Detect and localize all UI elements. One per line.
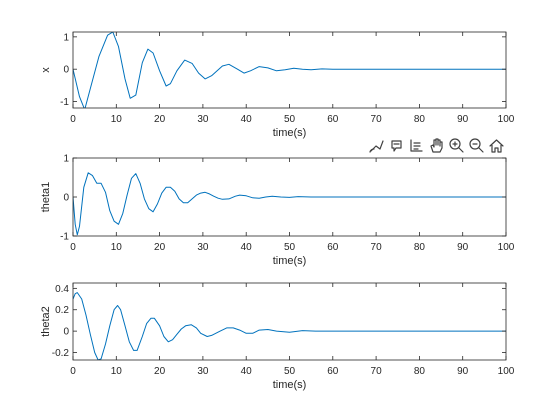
x-tick-label: 0 <box>70 242 76 253</box>
axes-theta1[interactable]: 0 10 20 30 40 50 60 70 80 90 100-101 time(s) theta… <box>40 154 515 268</box>
x-tick-label: 80 <box>414 242 426 253</box>
series-layer-theta1 <box>73 172 506 236</box>
x-tick-label: 100 <box>498 366 515 377</box>
y-tick-label: 0 <box>63 327 69 338</box>
x-tick-label: 20 <box>154 366 166 377</box>
x-tick-label: 100 <box>498 114 515 125</box>
y-tick-label: -1 <box>60 97 69 108</box>
x-tick-label: 10 <box>111 114 123 125</box>
x-tick-label: 90 <box>457 242 469 253</box>
x-tick-label: 40 <box>241 114 253 125</box>
axes-toolbar <box>368 137 505 154</box>
home-icon[interactable] <box>488 137 505 154</box>
x-tick-label: 60 <box>327 114 339 125</box>
x-tick-label: 80 <box>414 114 426 125</box>
y-tick-label: -0.2 <box>52 348 70 359</box>
series-line <box>73 32 506 108</box>
axes-theta2[interactable]: 0 10 20 30 40 50 60 70 80 90 100-0.200.20.4 time(s… <box>40 282 515 391</box>
x-tick-label: 30 <box>197 242 209 253</box>
zoom-in-icon[interactable] <box>448 137 465 154</box>
x-tick-label: 70 <box>371 366 383 377</box>
x-tick-label: 70 <box>371 114 383 125</box>
y-tick-label: 1 <box>63 154 69 165</box>
x-tick-label: 10 <box>111 242 123 253</box>
y-tick-label: 0 <box>63 193 69 204</box>
x-tick-label: 10 <box>111 366 123 377</box>
x-tick-label: 50 <box>284 366 296 377</box>
x-tick-label: 90 <box>457 114 469 125</box>
series-line <box>73 172 506 236</box>
x-tick-label: 40 <box>241 242 253 253</box>
y-tick-label: 0.2 <box>55 305 69 316</box>
y-tick-label: 0.4 <box>55 284 69 295</box>
ticks-layer-theta1: 0 10 20 30 40 50 60 70 80 90 100-101 <box>60 154 515 254</box>
zoom-out-icon[interactable] <box>468 137 485 154</box>
x-tick-label: 30 <box>197 114 209 125</box>
x-tick-label: 0 <box>70 114 76 125</box>
ticks-layer-x: 0 10 20 30 40 50 60 70 80 90 100-101 <box>60 32 515 125</box>
pan-icon[interactable] <box>428 137 445 154</box>
brush-icon[interactable] <box>368 137 385 154</box>
x-tick-label: 90 <box>457 366 469 377</box>
x-axis-label: time(s) <box>273 255 307 267</box>
ticks-layer-theta2: 0 10 20 30 40 50 60 70 80 90 100-0.200.20.4 <box>52 283 515 377</box>
series-layer-theta2 <box>73 292 506 360</box>
series-line <box>73 292 506 360</box>
x-tick-label: 0 <box>70 366 76 377</box>
data-tips-icon[interactable] <box>388 137 405 154</box>
y-axis-label: theta1 <box>40 182 52 213</box>
x-tick-label: 80 <box>414 366 426 377</box>
x-tick-label: 30 <box>197 366 209 377</box>
x-tick-label: 40 <box>241 366 253 377</box>
x-tick-label: 20 <box>154 114 166 125</box>
y-axis-label: x <box>40 67 52 73</box>
x-tick-label: 100 <box>498 242 515 253</box>
edit-icon[interactable] <box>408 137 425 154</box>
y-tick-label: -1 <box>60 232 69 243</box>
x-tick-label: 60 <box>327 366 339 377</box>
x-tick-label: 20 <box>154 242 166 253</box>
x-tick-label: 70 <box>371 242 383 253</box>
x-tick-label: 50 <box>284 114 296 125</box>
series-layer-x <box>73 32 506 108</box>
y-axis-label: theta2 <box>40 306 52 337</box>
y-tick-label: 0 <box>63 65 69 76</box>
axes-x[interactable]: 0 10 20 30 40 50 60 70 80 90 100-101 time(s) x <box>40 31 515 139</box>
x-axis-label: time(s) <box>273 379 307 391</box>
x-tick-label: 60 <box>327 242 339 253</box>
y-tick-label: 1 <box>63 32 69 43</box>
x-tick-label: 50 <box>284 242 296 253</box>
x-axis-label: time(s) <box>273 127 307 139</box>
